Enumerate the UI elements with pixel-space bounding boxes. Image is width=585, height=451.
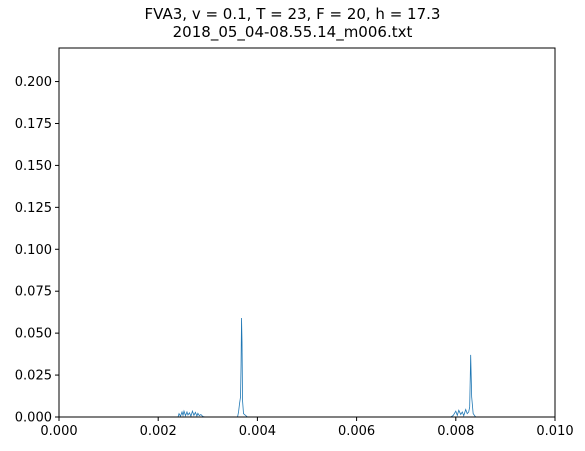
- y-tick-label: 0.000: [15, 411, 52, 426]
- y-tick-label: 0.175: [15, 117, 52, 132]
- y-tick-label: 0.025: [15, 369, 52, 384]
- y-tick-label: 0.100: [15, 243, 52, 258]
- x-tick-label: 0.010: [536, 424, 573, 439]
- y-tick-label: 0.050: [15, 327, 52, 342]
- axes-frame: [58, 47, 556, 418]
- y-tick-label: 0.125: [15, 201, 52, 216]
- plot-area: [59, 318, 555, 418]
- y-tick-label: 0.200: [15, 75, 52, 90]
- x-tick-label: 0.008: [437, 424, 474, 439]
- x-tick-label: 0.002: [140, 424, 177, 439]
- axes: 0.000 0.002 0.004 0.006 0.008 0.010 0.000 0.025…: [15, 47, 574, 439]
- y-tick-label: 0.075: [15, 285, 52, 300]
- chart-title: FVA3, v = 0.1, T = 23, F = 20, h = 17.3: [144, 5, 441, 23]
- series-line-0: [59, 318, 555, 418]
- x-tick-label: 0.000: [40, 424, 77, 439]
- y-tick-label: 0.150: [15, 159, 52, 174]
- chart-subtitle: 2018_05_04-08.55.14_m006.txt: [172, 23, 413, 41]
- x-tick-label: 0.004: [239, 424, 276, 439]
- x-tick-label: 0.006: [338, 424, 375, 439]
